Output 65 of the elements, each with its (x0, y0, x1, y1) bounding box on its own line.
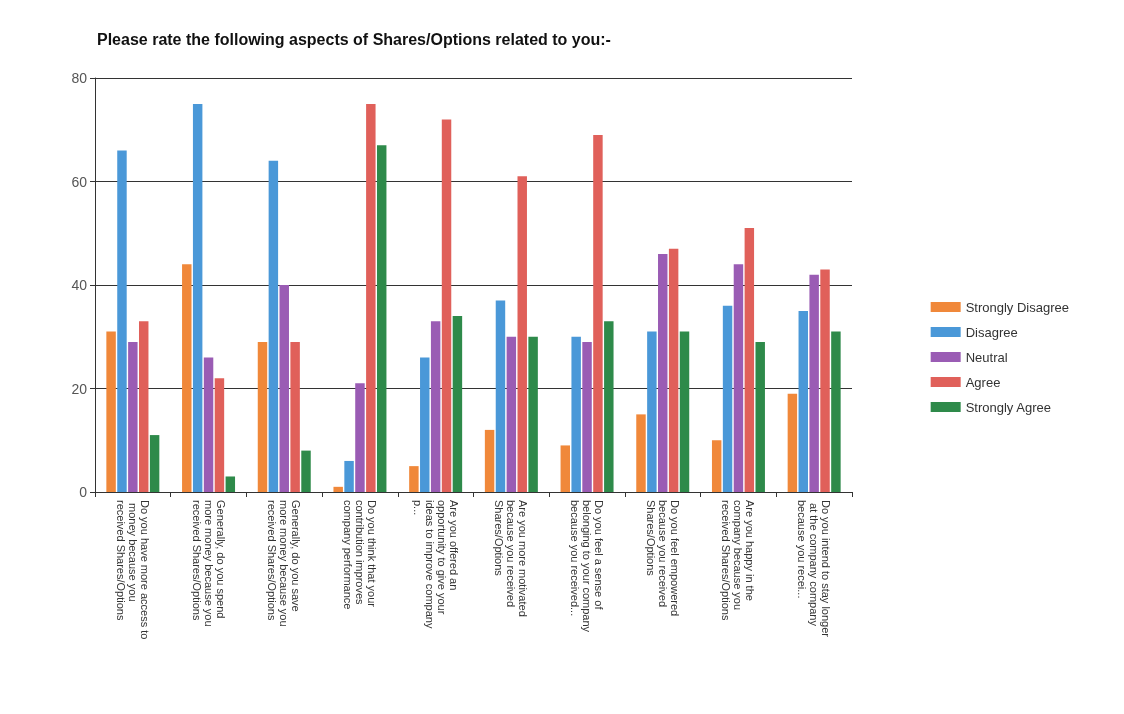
bar (409, 466, 419, 492)
legend-label: Neutral (965, 349, 1008, 365)
bar (495, 300, 506, 492)
x-tick-label: Do you have more access to money because you received Shares/Options (114, 500, 151, 640)
bar (430, 321, 441, 492)
bar (344, 460, 354, 492)
bar (831, 331, 841, 492)
bar (787, 393, 798, 492)
bar (517, 176, 527, 492)
bar (679, 331, 690, 492)
bar (301, 450, 311, 492)
chart-title: Please rate the following aspects of Shares/Options related to you:- (97, 30, 611, 48)
bar (182, 264, 192, 492)
legend-label: Agree (965, 374, 1001, 390)
bar (528, 336, 538, 492)
bar (647, 331, 657, 492)
bar (733, 264, 744, 492)
y-tick-label: 60 (71, 173, 88, 190)
bar (333, 486, 343, 492)
legend-label: Strongly Disagree (965, 299, 1069, 315)
bar (290, 341, 300, 492)
bar (420, 357, 430, 492)
bar (128, 341, 138, 492)
bar (722, 305, 733, 492)
bar (257, 341, 268, 492)
y-tick-label: 80 (71, 70, 88, 86)
bar (571, 336, 581, 492)
bar (117, 150, 127, 492)
bar (355, 383, 365, 492)
bar (268, 160, 279, 492)
bar (506, 336, 517, 492)
bar (452, 316, 463, 492)
bar (106, 331, 116, 492)
y-tick-label: 0 (79, 484, 88, 500)
bar (192, 103, 203, 492)
x-tick-label: Do you intend to stay longer at the company company because you recei... (796, 500, 833, 638)
bar (798, 310, 808, 492)
bar (809, 274, 819, 492)
bar (484, 429, 495, 492)
bar (139, 321, 149, 492)
bar (711, 440, 722, 492)
bar (376, 145, 387, 492)
bar (441, 119, 452, 492)
bar (214, 378, 225, 492)
x-tick-label: Do you feel a sense of belonging to your company because you received... (569, 500, 606, 636)
bar (658, 253, 668, 492)
bar (203, 357, 214, 492)
bar (820, 269, 830, 492)
bar (560, 445, 571, 492)
y-tick-label: 40 (71, 277, 88, 293)
bar (279, 285, 289, 492)
bar (225, 476, 236, 492)
bar (604, 321, 614, 492)
bar (668, 248, 679, 492)
bar (755, 341, 765, 492)
bar (636, 414, 646, 492)
bar (744, 228, 755, 492)
x-tick-label: Are you offered an opportunity to give your ideas to improve company p... (411, 500, 460, 632)
legend-label: Strongly Agree (965, 399, 1051, 415)
bar (593, 134, 603, 492)
legend-label: Disagree (965, 324, 1018, 340)
bar (582, 341, 592, 492)
bar (149, 435, 160, 492)
bar (366, 103, 376, 492)
y-tick-label: 20 (71, 380, 88, 397)
